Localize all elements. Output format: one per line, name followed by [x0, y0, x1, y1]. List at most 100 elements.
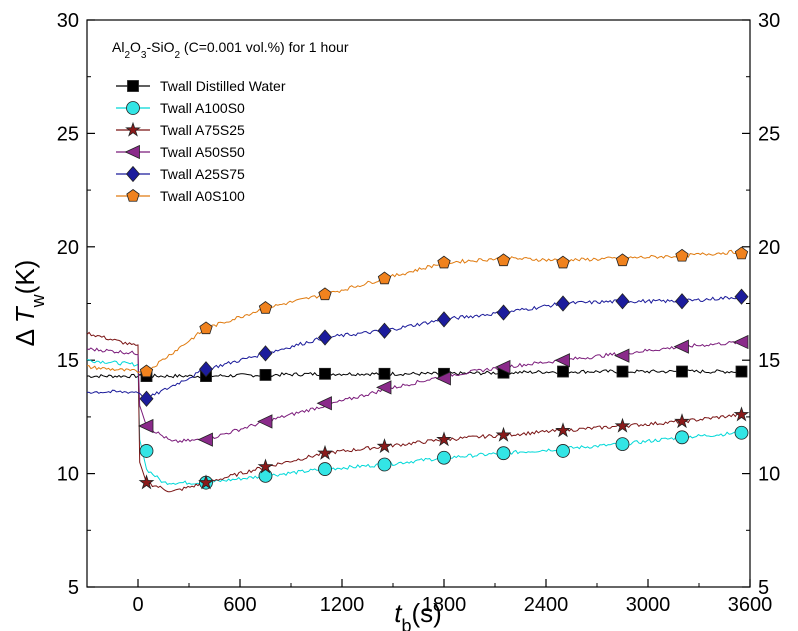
data-point-3 — [733, 334, 749, 350]
data-point-1 — [258, 468, 273, 483]
data-point-4 — [139, 390, 154, 407]
data-point-3 — [376, 380, 392, 395]
legend-marker — [125, 121, 141, 137]
axis-ticks — [86, 19, 751, 588]
chart-annotation: Al2O3-SiO2 (C=0.001 vol.%) for 1 hour — [112, 39, 349, 61]
x-tick-label: 1200 — [320, 594, 365, 616]
data-point-4 — [317, 329, 333, 346]
series-line-5 — [86, 249, 742, 374]
y-tick-label-left: 10 — [57, 464, 79, 486]
data-point-2 — [733, 406, 750, 422]
data-point-3 — [673, 339, 689, 354]
x-tick-label: 1800 — [422, 594, 467, 616]
series-line-1 — [86, 359, 742, 486]
data-point-5 — [139, 364, 154, 378]
x-tick-label: 3600 — [728, 594, 773, 616]
y-tick-label-left: 5 — [68, 577, 79, 599]
data-point-1 — [615, 437, 630, 452]
data-point-0 — [735, 365, 748, 378]
legend-label: Twall A25S75 — [160, 166, 245, 182]
data-point-1 — [377, 457, 392, 472]
x-tick-label: 600 — [223, 594, 256, 616]
series-markers — [138, 246, 750, 490]
legend-label: Twall A100S0 — [160, 100, 245, 116]
x-tick-label: 0 — [132, 594, 143, 616]
data-point-5 — [615, 253, 630, 267]
data-point-2 — [614, 417, 631, 433]
data-point-1 — [496, 446, 511, 461]
data-point-5 — [258, 301, 273, 314]
series-line-3 — [86, 339, 742, 444]
x-tick-label: 2400 — [524, 594, 569, 616]
data-point-3 — [197, 432, 213, 447]
legend-label: Twall A0S100 — [160, 188, 245, 204]
data-point-0 — [616, 365, 629, 378]
y-tick-label-right: 5 — [758, 577, 769, 599]
y-tick-label-left: 30 — [57, 10, 79, 32]
data-point-4 — [555, 295, 571, 312]
y-tick-label-right: 25 — [758, 123, 780, 145]
legend-marker — [125, 165, 141, 183]
data-point-2 — [555, 422, 571, 438]
x-tick-label: 3000 — [626, 594, 671, 616]
data-point-5 — [199, 321, 213, 335]
data-point-2 — [198, 474, 214, 490]
legend-label: Twall A75S25 — [160, 122, 245, 138]
y-tick-label-right: 10 — [758, 464, 780, 486]
data-point-2 — [674, 413, 690, 429]
y-tick-label-right: 15 — [758, 350, 780, 372]
data-point-0 — [319, 367, 331, 380]
data-point-1 — [734, 425, 749, 440]
data-point-4 — [615, 293, 630, 310]
data-point-2 — [257, 458, 274, 474]
legend-label: Twall A50S50 — [160, 144, 245, 160]
data-point-2 — [495, 426, 512, 442]
data-point-1 — [139, 444, 154, 458]
data-point-1 — [675, 430, 689, 445]
data-point-2 — [138, 474, 155, 490]
data-point-3 — [138, 418, 154, 434]
y-tick-label-right: 20 — [758, 237, 780, 259]
legend-marker — [126, 189, 140, 202]
data-point-4 — [496, 304, 511, 321]
data-point-5 — [377, 271, 392, 285]
y-axis-title: Δ Tw(K) — [10, 260, 48, 347]
series-lines — [86, 249, 742, 493]
y-tick-label-left: 20 — [57, 237, 79, 259]
data-point-4 — [734, 288, 749, 305]
data-point-5 — [675, 248, 689, 262]
data-point-1 — [556, 444, 570, 458]
y-tick-label-right: 30 — [758, 10, 780, 32]
data-point-0 — [259, 369, 272, 381]
series-line-0 — [86, 369, 742, 379]
data-point-3 — [435, 371, 451, 386]
data-point-3 — [554, 353, 570, 368]
data-point-4 — [198, 361, 214, 378]
legend-marker — [127, 80, 139, 92]
data-point-3 — [495, 359, 511, 375]
data-point-4 — [258, 345, 273, 362]
y-tick-label-left: 25 — [57, 123, 79, 145]
data-point-3 — [614, 348, 630, 363]
data-point-4 — [377, 322, 392, 339]
series-line-4 — [86, 295, 742, 400]
series-line-2 — [86, 331, 742, 493]
data-point-3 — [316, 396, 332, 411]
data-point-5 — [318, 287, 332, 301]
legend: Twall Distilled Water Twall A100S0 Twall A… — [116, 78, 286, 204]
legend-label: Twall Distilled Water — [160, 78, 286, 94]
legend-marker — [126, 101, 140, 115]
y-tick-label-left: 15 — [57, 350, 79, 372]
x-axis-title: tb(s) — [394, 598, 442, 631]
data-point-4 — [436, 311, 452, 328]
legend-marker — [124, 144, 140, 160]
data-point-5 — [556, 255, 570, 269]
data-point-0 — [378, 367, 391, 380]
data-point-5 — [496, 253, 511, 267]
data-point-5 — [734, 246, 749, 260]
data-point-2 — [376, 438, 393, 454]
data-point-1 — [318, 462, 332, 476]
data-point-5 — [437, 255, 451, 269]
